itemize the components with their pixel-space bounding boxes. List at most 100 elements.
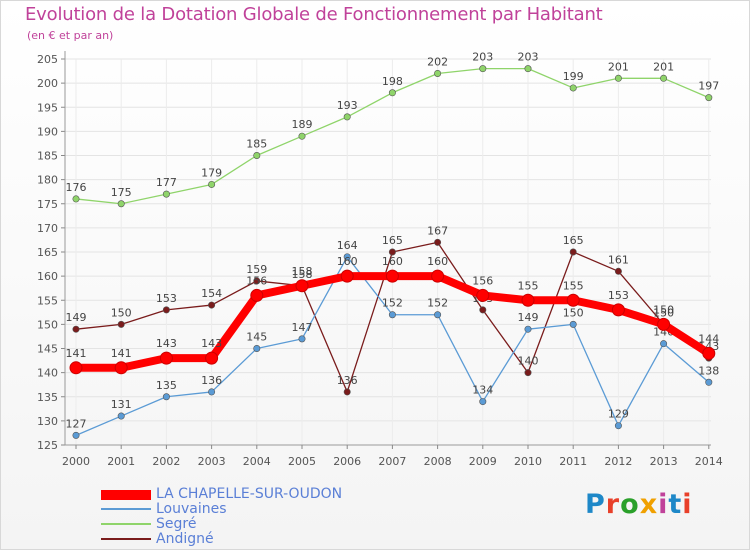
data-point-andign- — [72, 325, 80, 333]
data-point-segr- — [524, 65, 532, 73]
y-tick-label: 130 — [37, 415, 58, 428]
data-label-segr-: 175 — [111, 186, 132, 199]
y-tick-label: 125 — [37, 439, 58, 452]
data-label-andign-: 154 — [201, 287, 222, 300]
data-label-louvaines: 164 — [337, 239, 358, 252]
data-point-segr- — [388, 89, 396, 97]
data-label-segr-: 189 — [292, 118, 313, 131]
data-point-la-chapelle-sur-oudon — [566, 293, 580, 307]
legend-item-la-chapelle: LA CHAPELLE-SUR-OUDON — [101, 486, 401, 502]
data-point-segr- — [343, 113, 351, 121]
data-label-louvaines: 129 — [608, 408, 629, 421]
x-tick-label: 2002 — [152, 455, 180, 468]
legend-swatch-la-chapelle — [101, 490, 151, 500]
data-point-andign- — [253, 277, 261, 285]
data-point-andign- — [208, 301, 216, 309]
data-label-la-chapelle-sur-oudon: 155 — [563, 279, 584, 292]
data-label-la-chapelle-sur-oudon: 150 — [653, 303, 674, 316]
data-label-la-chapelle-sur-oudon: 141 — [66, 347, 87, 360]
data-label-la-chapelle-sur-oudon: 144 — [698, 332, 719, 345]
x-tick-label: 2001 — [107, 455, 135, 468]
data-point-louvaines — [298, 335, 306, 343]
data-label-la-chapelle-sur-oudon: 160 — [337, 255, 358, 268]
data-label-andign-: 140 — [518, 355, 539, 368]
data-point-louvaines — [208, 388, 216, 396]
data-point-la-chapelle-sur-oudon — [250, 288, 264, 302]
data-label-la-chapelle-sur-oudon: 158 — [292, 265, 313, 278]
legend-label-segre: Segré — [156, 516, 197, 532]
data-point-louvaines — [162, 393, 170, 401]
x-tick-label: 2009 — [469, 455, 497, 468]
data-label-segr-: 177 — [156, 176, 177, 189]
y-tick-label: 150 — [37, 318, 58, 331]
data-label-segr-: 203 — [472, 51, 493, 64]
data-label-louvaines: 152 — [427, 297, 448, 310]
legend-label-louvaines: Louvaines — [156, 501, 227, 517]
y-tick-label: 170 — [37, 222, 58, 235]
y-tick-label: 140 — [37, 367, 58, 380]
data-point-andign- — [434, 238, 442, 246]
data-point-segr- — [253, 152, 261, 160]
data-point-louvaines — [117, 412, 125, 420]
data-point-segr- — [705, 94, 713, 102]
y-tick-label: 200 — [37, 77, 58, 90]
data-label-la-chapelle-sur-oudon: 155 — [518, 279, 539, 292]
data-point-louvaines — [660, 340, 668, 348]
data-label-louvaines: 147 — [292, 321, 313, 334]
data-point-la-chapelle-sur-oudon — [295, 279, 309, 293]
x-tick-label: 2010 — [514, 455, 542, 468]
data-point-la-chapelle-sur-oudon — [611, 303, 625, 317]
data-point-segr- — [298, 132, 306, 140]
logo-letter: i — [658, 489, 669, 520]
legend-swatch-segre — [101, 523, 151, 525]
data-point-andign- — [569, 248, 577, 256]
data-label-andign-: 150 — [111, 306, 132, 319]
data-label-la-chapelle-sur-oudon: 143 — [156, 337, 177, 350]
y-tick-label: 190 — [37, 125, 58, 138]
data-label-andign-: 165 — [563, 234, 584, 247]
data-point-andign- — [614, 267, 622, 275]
y-tick-label: 135 — [37, 391, 58, 404]
data-label-andign-: 158 — [292, 268, 313, 281]
x-tick-label: 2011 — [559, 455, 587, 468]
y-tick-label: 205 — [37, 53, 58, 66]
data-point-la-chapelle-sur-oudon — [657, 317, 671, 331]
data-point-segr- — [569, 84, 577, 92]
data-point-louvaines — [614, 422, 622, 430]
data-label-andign-: 153 — [156, 292, 177, 305]
y-tick-label: 165 — [37, 246, 58, 259]
legend-item-segre: Segré — [101, 516, 401, 532]
data-point-la-chapelle-sur-oudon — [69, 361, 83, 375]
data-label-louvaines: 145 — [246, 331, 267, 344]
chart-subtitle: (en € et par an) — [27, 29, 114, 42]
data-point-andign- — [388, 248, 396, 256]
legend-label-andigne: Andigné — [156, 531, 214, 547]
data-label-louvaines: 135 — [156, 379, 177, 392]
data-label-andign-: 167 — [427, 224, 448, 237]
x-tick-label: 2014 — [695, 455, 723, 468]
logo-letter: r — [605, 489, 621, 520]
data-point-la-chapelle-sur-oudon — [431, 269, 445, 283]
data-label-segr-: 199 — [563, 70, 584, 83]
data-point-andign- — [343, 388, 351, 396]
data-label-segr-: 197 — [698, 80, 719, 93]
data-label-segr-: 193 — [337, 99, 358, 112]
data-label-segr-: 198 — [382, 75, 403, 88]
data-label-louvaines: 152 — [382, 297, 403, 310]
data-point-louvaines — [479, 398, 487, 406]
y-tick-label: 145 — [37, 343, 58, 356]
data-label-andign-: 165 — [382, 234, 403, 247]
data-point-andign- — [479, 306, 487, 314]
y-tick-label: 195 — [37, 101, 58, 114]
data-label-la-chapelle-sur-oudon: 143 — [201, 337, 222, 350]
data-label-louvaines: 136 — [201, 374, 222, 387]
data-label-la-chapelle-sur-oudon: 156 — [472, 274, 493, 287]
logo-letter: o — [620, 489, 640, 520]
data-point-louvaines — [388, 311, 396, 319]
data-point-la-chapelle-sur-oudon — [385, 269, 399, 283]
data-point-segr- — [614, 74, 622, 82]
data-point-segr- — [208, 180, 216, 188]
data-point-la-chapelle-sur-oudon — [340, 269, 354, 283]
x-tick-label: 2003 — [198, 455, 226, 468]
